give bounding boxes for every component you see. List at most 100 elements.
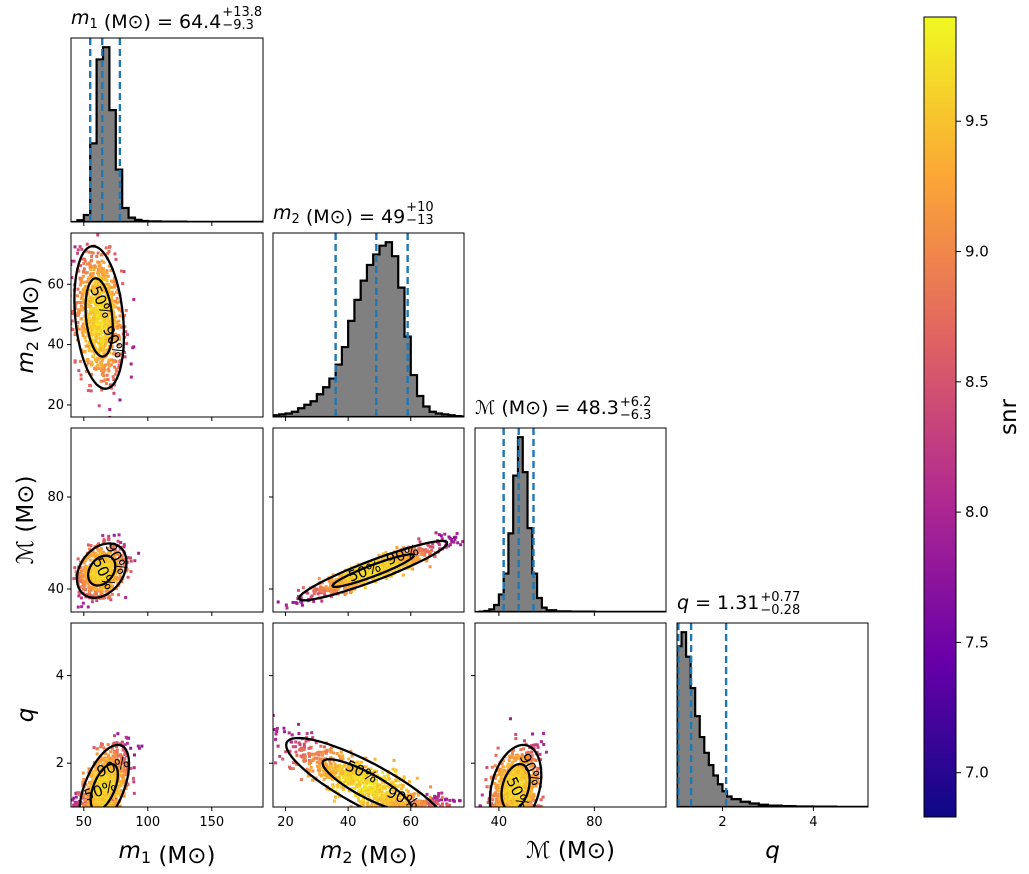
scatter-point <box>365 775 369 779</box>
scatter-point <box>80 438 83 441</box>
scatter-point <box>329 750 333 754</box>
scatter-point <box>96 363 100 367</box>
scatter-point <box>107 320 111 324</box>
scatter-point <box>496 794 500 798</box>
scatter-point <box>496 793 500 797</box>
scatter-point <box>120 554 124 558</box>
scatter-point <box>297 722 301 726</box>
scatter-point <box>74 795 78 799</box>
scatter-point <box>538 752 542 756</box>
scatter-point <box>320 599 324 603</box>
scatter-point <box>63 607 66 610</box>
scatter-point <box>91 293 95 297</box>
scatter-point <box>494 753 498 757</box>
scatter-point <box>397 804 401 807</box>
scatter-point <box>390 552 394 556</box>
panel-content <box>273 233 464 417</box>
scatter-point <box>84 249 88 253</box>
scatter-point <box>344 772 348 776</box>
scatter-point <box>93 265 97 269</box>
scatter-point <box>110 797 114 801</box>
scatter-point <box>101 756 105 760</box>
scatter-point <box>117 354 121 358</box>
scatter-point <box>377 553 381 557</box>
scatter-point <box>321 753 325 757</box>
scatter-point <box>94 338 98 342</box>
scatter-point <box>122 760 126 764</box>
scatter-point <box>118 398 122 402</box>
scatter-point <box>331 783 335 787</box>
scatter-point <box>337 754 341 758</box>
scatter-point <box>357 762 361 766</box>
scatter-point <box>110 346 114 350</box>
contour-90pct <box>73 245 126 390</box>
scatter-point <box>297 732 301 736</box>
scatter-point <box>87 321 91 325</box>
scatter-point <box>76 321 80 325</box>
scatter-point <box>358 781 362 785</box>
scatter-point <box>113 332 117 336</box>
scatter-point <box>90 800 94 804</box>
scatter-point <box>418 548 422 552</box>
scatter-point <box>531 732 535 736</box>
scatter-point <box>74 801 78 805</box>
scatter-point <box>502 765 506 769</box>
scatter-point <box>88 547 92 551</box>
scatter-point <box>336 769 340 773</box>
scatter-point <box>515 770 519 774</box>
scatter-point <box>82 798 86 802</box>
scatter-point <box>77 791 81 795</box>
scatter-point <box>96 322 100 326</box>
scatter-point <box>101 324 105 328</box>
scatter-point <box>80 605 84 609</box>
scatter-point <box>429 550 433 554</box>
scatter-point <box>343 774 347 778</box>
scatter-point <box>371 770 375 774</box>
scatter-point <box>117 300 121 304</box>
scatter-point <box>109 581 113 585</box>
axes-frame <box>70 37 264 223</box>
scatter-point <box>82 267 86 271</box>
y-tick-label: 2 <box>56 756 64 771</box>
scatter-point <box>119 742 123 746</box>
scatter-point <box>339 750 343 754</box>
scatter-point <box>99 379 103 383</box>
scatter-point <box>117 365 121 369</box>
scatter-point <box>118 804 122 807</box>
scatter-point <box>341 757 345 761</box>
scatter-point <box>328 581 332 585</box>
scatter-point <box>126 782 130 786</box>
scatter-point <box>71 328 75 332</box>
scatter-point <box>355 783 359 787</box>
scatter-point <box>294 601 298 605</box>
scatter-point <box>400 798 404 802</box>
scatter-point <box>494 783 498 787</box>
scatter-point <box>517 800 521 804</box>
scatter-point <box>87 787 91 791</box>
scatter-point <box>319 591 323 595</box>
scatter-point <box>96 269 100 273</box>
scatter-point <box>91 272 95 276</box>
scatter-point <box>440 798 444 802</box>
scatter-point <box>73 566 77 570</box>
scatter-point <box>275 726 279 730</box>
scatter-point <box>86 792 90 796</box>
scatter-point <box>357 788 361 792</box>
scatter-point <box>532 782 536 786</box>
scatter-point <box>411 804 415 807</box>
scatter-point <box>87 347 91 351</box>
scatter-point <box>440 802 444 806</box>
scatter-point <box>510 769 514 773</box>
scatter-point <box>112 277 116 281</box>
scatter-point <box>79 264 83 268</box>
scatter-point <box>109 269 113 273</box>
y-tick-label: 40 <box>47 338 64 353</box>
scatter-point <box>71 309 75 313</box>
scatter-point <box>329 748 333 752</box>
panel-content: 50%90% <box>71 732 144 807</box>
scatter-point <box>128 556 132 560</box>
scatter-point <box>437 533 441 537</box>
scatter-point <box>92 314 96 318</box>
scatter-point <box>93 594 97 598</box>
scatter-point <box>530 759 534 763</box>
